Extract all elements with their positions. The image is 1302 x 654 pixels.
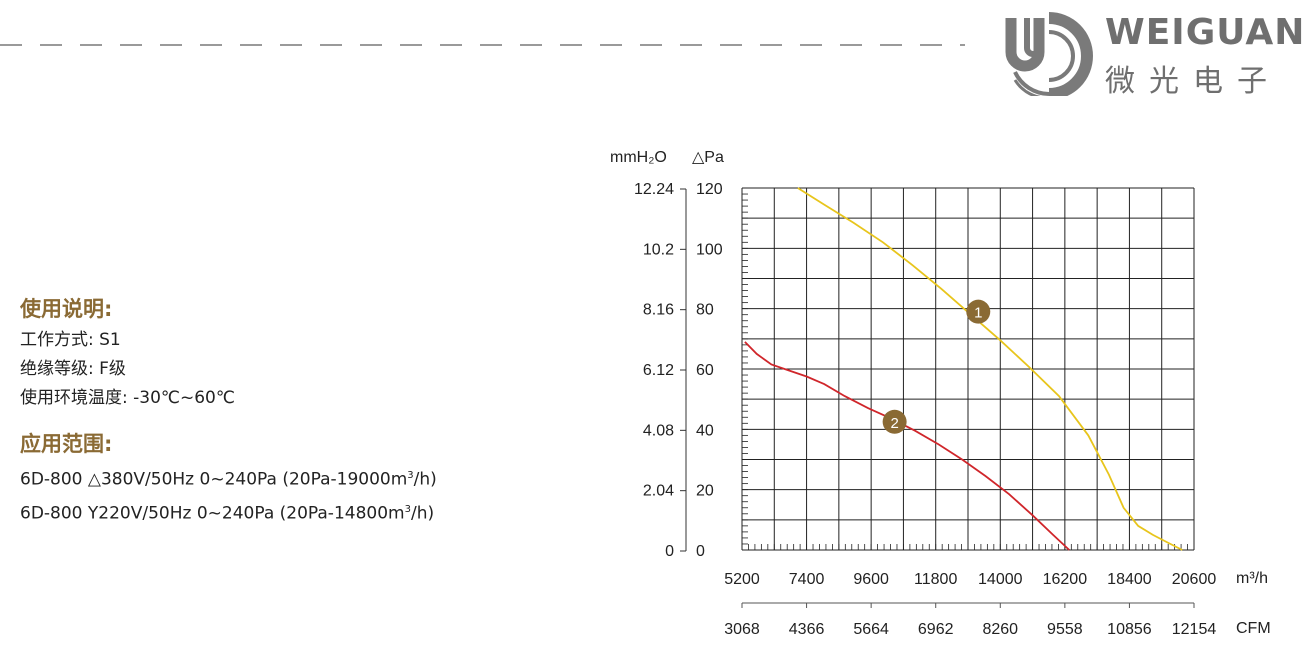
x-tick-label-cfm: 8260	[982, 621, 1018, 638]
y-tick-label-pa: 60	[696, 362, 714, 379]
y-tick-label-pa: 100	[696, 241, 723, 258]
y-tick-label-pa: 40	[696, 422, 714, 439]
x-tick-label-cfm: 12154	[1172, 621, 1217, 638]
y-tick-label-mmh2o: 8.16	[643, 302, 674, 319]
brand-logo: WEIGUANG 微光电子	[1005, 10, 1302, 99]
curve-marker-2	[882, 409, 907, 434]
y-tick-label-mmh2o: 10.2	[643, 241, 674, 258]
curve-marker-1	[966, 299, 991, 324]
spec-info: 使用说明: 工作方式: S1 绝缘等级: F级 使用环境温度: -30℃~60℃…	[20, 292, 437, 528]
y-tick-label-mmh2o: 4.08	[643, 422, 674, 439]
application-line: 6D-800 △380V/50Hz 0~240Pa (20Pa-19000m3/…	[20, 469, 437, 490]
y-tick-label-mmh2o: 2.04	[643, 483, 674, 500]
x-tick-label-m3h: 18400	[1107, 571, 1152, 588]
usage-line: 使用环境温度: -30℃~60℃	[20, 388, 235, 408]
usage-line: 工作方式: S1	[20, 330, 121, 350]
brand-name: WEIGUANG	[1105, 12, 1302, 53]
brand-chinese-name: 微光电子	[1105, 64, 1281, 99]
y-tick-label-pa: 0	[696, 543, 705, 560]
y-axis-label-pa: △Pa	[692, 149, 724, 166]
x-tick-label-m3h: 11800	[914, 571, 957, 588]
x-tick-label-cfm: 4366	[789, 621, 825, 638]
series-curve-1	[797, 187, 1183, 551]
x-axis-label-m3h: m³/h	[1236, 570, 1268, 587]
x-tick-label-cfm: 3068	[724, 621, 760, 638]
curve-marker-label: 1	[974, 305, 982, 322]
y-tick-label-mmh2o: 6.12	[643, 362, 674, 379]
decorative-dash-line	[0, 44, 965, 46]
x-tick-label-m3h: 5200	[724, 571, 760, 588]
x-tick-label-m3h: 9600	[853, 571, 889, 588]
x-tick-label-m3h: 16200	[1043, 571, 1088, 588]
x-tick-label-m3h: 20600	[1172, 571, 1217, 588]
application-line: 6D-800 Y220V/50Hz 0~240Pa (20Pa-14800m3/…	[20, 503, 435, 524]
x-tick-label-cfm: 9558	[1047, 621, 1083, 638]
logo-mark-icon	[1005, 12, 1093, 96]
x-tick-label-m3h: 14000	[978, 571, 1023, 588]
usage-heading: 使用说明:	[20, 297, 113, 321]
x-tick-label-cfm: 5664	[853, 621, 889, 638]
application-heading: 应用范围:	[20, 432, 113, 456]
y-tick-label-mmh2o: 12.24	[634, 181, 674, 198]
y-axis-label-mmh2o: mmH₂O	[610, 149, 667, 166]
x-axis-label-cfm: CFM	[1236, 620, 1271, 637]
usage-line: 绝缘等级: F级	[20, 359, 126, 379]
series-curve-2	[744, 341, 1070, 551]
x-tick-label-cfm: 10856	[1107, 621, 1152, 638]
y-tick-label-pa: 80	[696, 302, 714, 319]
x-tick-label-cfm: 6962	[918, 621, 954, 638]
y-tick-label-pa: 120	[696, 181, 723, 198]
y-tick-label-pa: 20	[696, 483, 714, 500]
x-tick-label-m3h: 7400	[789, 571, 825, 588]
curve-marker-label: 2	[890, 415, 898, 432]
y-tick-label-mmh2o: 0	[665, 543, 674, 560]
